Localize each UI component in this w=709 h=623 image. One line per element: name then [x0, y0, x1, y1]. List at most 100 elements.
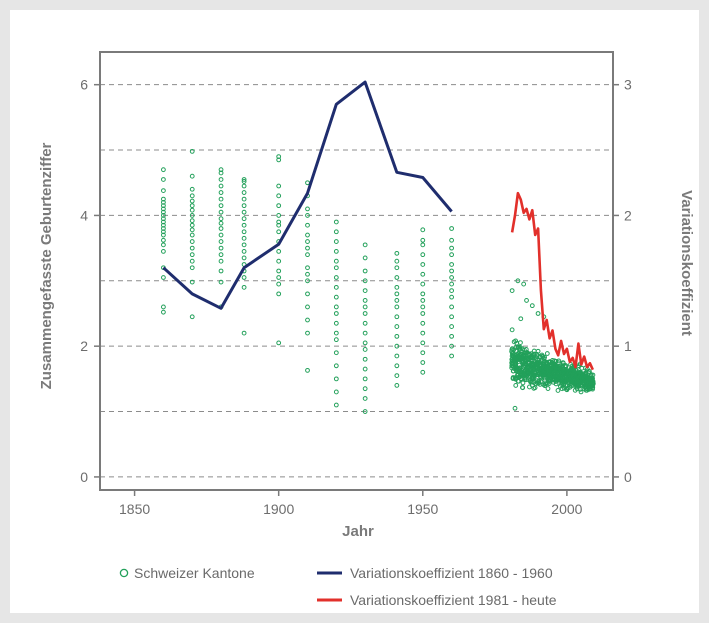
scatter-point [362, 242, 368, 248]
scatter-point [420, 350, 426, 356]
scatter-point [276, 222, 282, 228]
scatter-point [449, 252, 455, 258]
scatter-point [218, 209, 224, 215]
scatter-point [241, 196, 247, 202]
scatter-point [555, 388, 561, 393]
scatter-point [333, 304, 339, 310]
scatter-point [189, 258, 195, 264]
y-tick-label-left: 6 [80, 77, 88, 93]
scatter-point [362, 304, 368, 310]
scatter-point [218, 220, 224, 226]
scatter-point [189, 265, 195, 271]
scatter-point [449, 304, 455, 310]
scatter-point [362, 340, 368, 346]
scatter-point [394, 363, 400, 369]
scatter-point [305, 317, 310, 323]
scatter-point [305, 271, 310, 277]
scatter-point [218, 190, 224, 195]
scatter-point [161, 196, 166, 202]
series-lines [162, 80, 594, 371]
scatter-point [189, 245, 195, 251]
scatter-point [276, 258, 282, 264]
scatter-point [161, 203, 166, 209]
scatter-point [241, 222, 247, 228]
scatter-point [276, 157, 282, 163]
scatter-point [276, 268, 282, 274]
y-tick-label-left: 4 [80, 207, 88, 223]
scatter-point [518, 316, 524, 322]
scatter-point [276, 213, 282, 218]
scatter-point [189, 279, 195, 285]
scatter-point [449, 275, 455, 280]
scatter-point [449, 314, 455, 320]
scatter-point [218, 258, 224, 264]
scatter-point [449, 343, 455, 349]
scatter-point [362, 278, 368, 284]
scatter-point [394, 291, 400, 297]
scatter-point [218, 226, 224, 231]
scatter-point [189, 207, 195, 213]
scatter-point [512, 405, 518, 411]
scatter-point [161, 226, 166, 231]
x-tick-label: 2000 [551, 501, 582, 517]
scatter-point [218, 232, 224, 238]
legend-label-1981: Variationskoeffizient 1981 - heute [350, 592, 557, 608]
scatter-point [218, 239, 224, 244]
y-axis-title-left: Zusammengefasste Geburtenziffer [38, 142, 55, 389]
scatter-point [394, 304, 400, 310]
scatter-point [189, 203, 195, 209]
scatter-point [305, 206, 310, 212]
y-tick-label-right: 0 [624, 469, 632, 485]
scatter-point [333, 337, 339, 343]
scatter-point [189, 186, 195, 192]
scatter-point [241, 209, 247, 215]
scatter-point [420, 360, 426, 365]
scatter-point [189, 227, 195, 233]
scatter-point [333, 389, 339, 395]
scatter-point [449, 281, 455, 287]
scatter-point [161, 242, 166, 248]
scatter-point [189, 173, 195, 179]
scatter-point [276, 203, 282, 209]
scatter-point [189, 222, 195, 228]
scatter-point [241, 229, 247, 235]
scatter-point [161, 222, 166, 228]
scatter-point [305, 367, 310, 373]
scatter-point [333, 239, 339, 244]
scatter-point [394, 250, 400, 256]
scatter-point [520, 385, 526, 391]
scatter-point [218, 216, 224, 222]
scatter-point [590, 386, 595, 392]
scatter-point [241, 242, 247, 248]
scatter-point [189, 314, 195, 320]
scatter-point [218, 170, 224, 176]
x-tick-label: 1950 [407, 501, 438, 517]
scatter-point [517, 366, 523, 372]
scatter-point [218, 203, 224, 209]
y-tick-label-right: 2 [624, 207, 632, 223]
scatter-point [521, 281, 527, 287]
scatter-point [333, 248, 339, 254]
scatter-point [543, 381, 549, 387]
scatter-point [241, 183, 247, 189]
scatter-point [305, 222, 310, 228]
scatter-point [449, 226, 455, 231]
scatter-point [161, 216, 166, 222]
legend-label-kantone: Schweizer Kantone [134, 565, 255, 581]
scatter-point [241, 177, 247, 182]
scatter-point [535, 348, 541, 354]
scatter-point [420, 340, 426, 346]
scatter-point [161, 206, 166, 212]
scatter-point [241, 203, 247, 209]
scatter-point [394, 314, 400, 320]
scatter-point [305, 180, 310, 186]
scatter-point [420, 271, 426, 277]
plot-border [99, 51, 614, 491]
scatter-point [544, 351, 550, 356]
gridlines [100, 84, 613, 478]
scatter-point [546, 381, 552, 386]
scatter-point [333, 275, 339, 280]
scatter-point [394, 324, 400, 329]
scatter-point [362, 255, 368, 261]
scatter-point [590, 376, 595, 382]
